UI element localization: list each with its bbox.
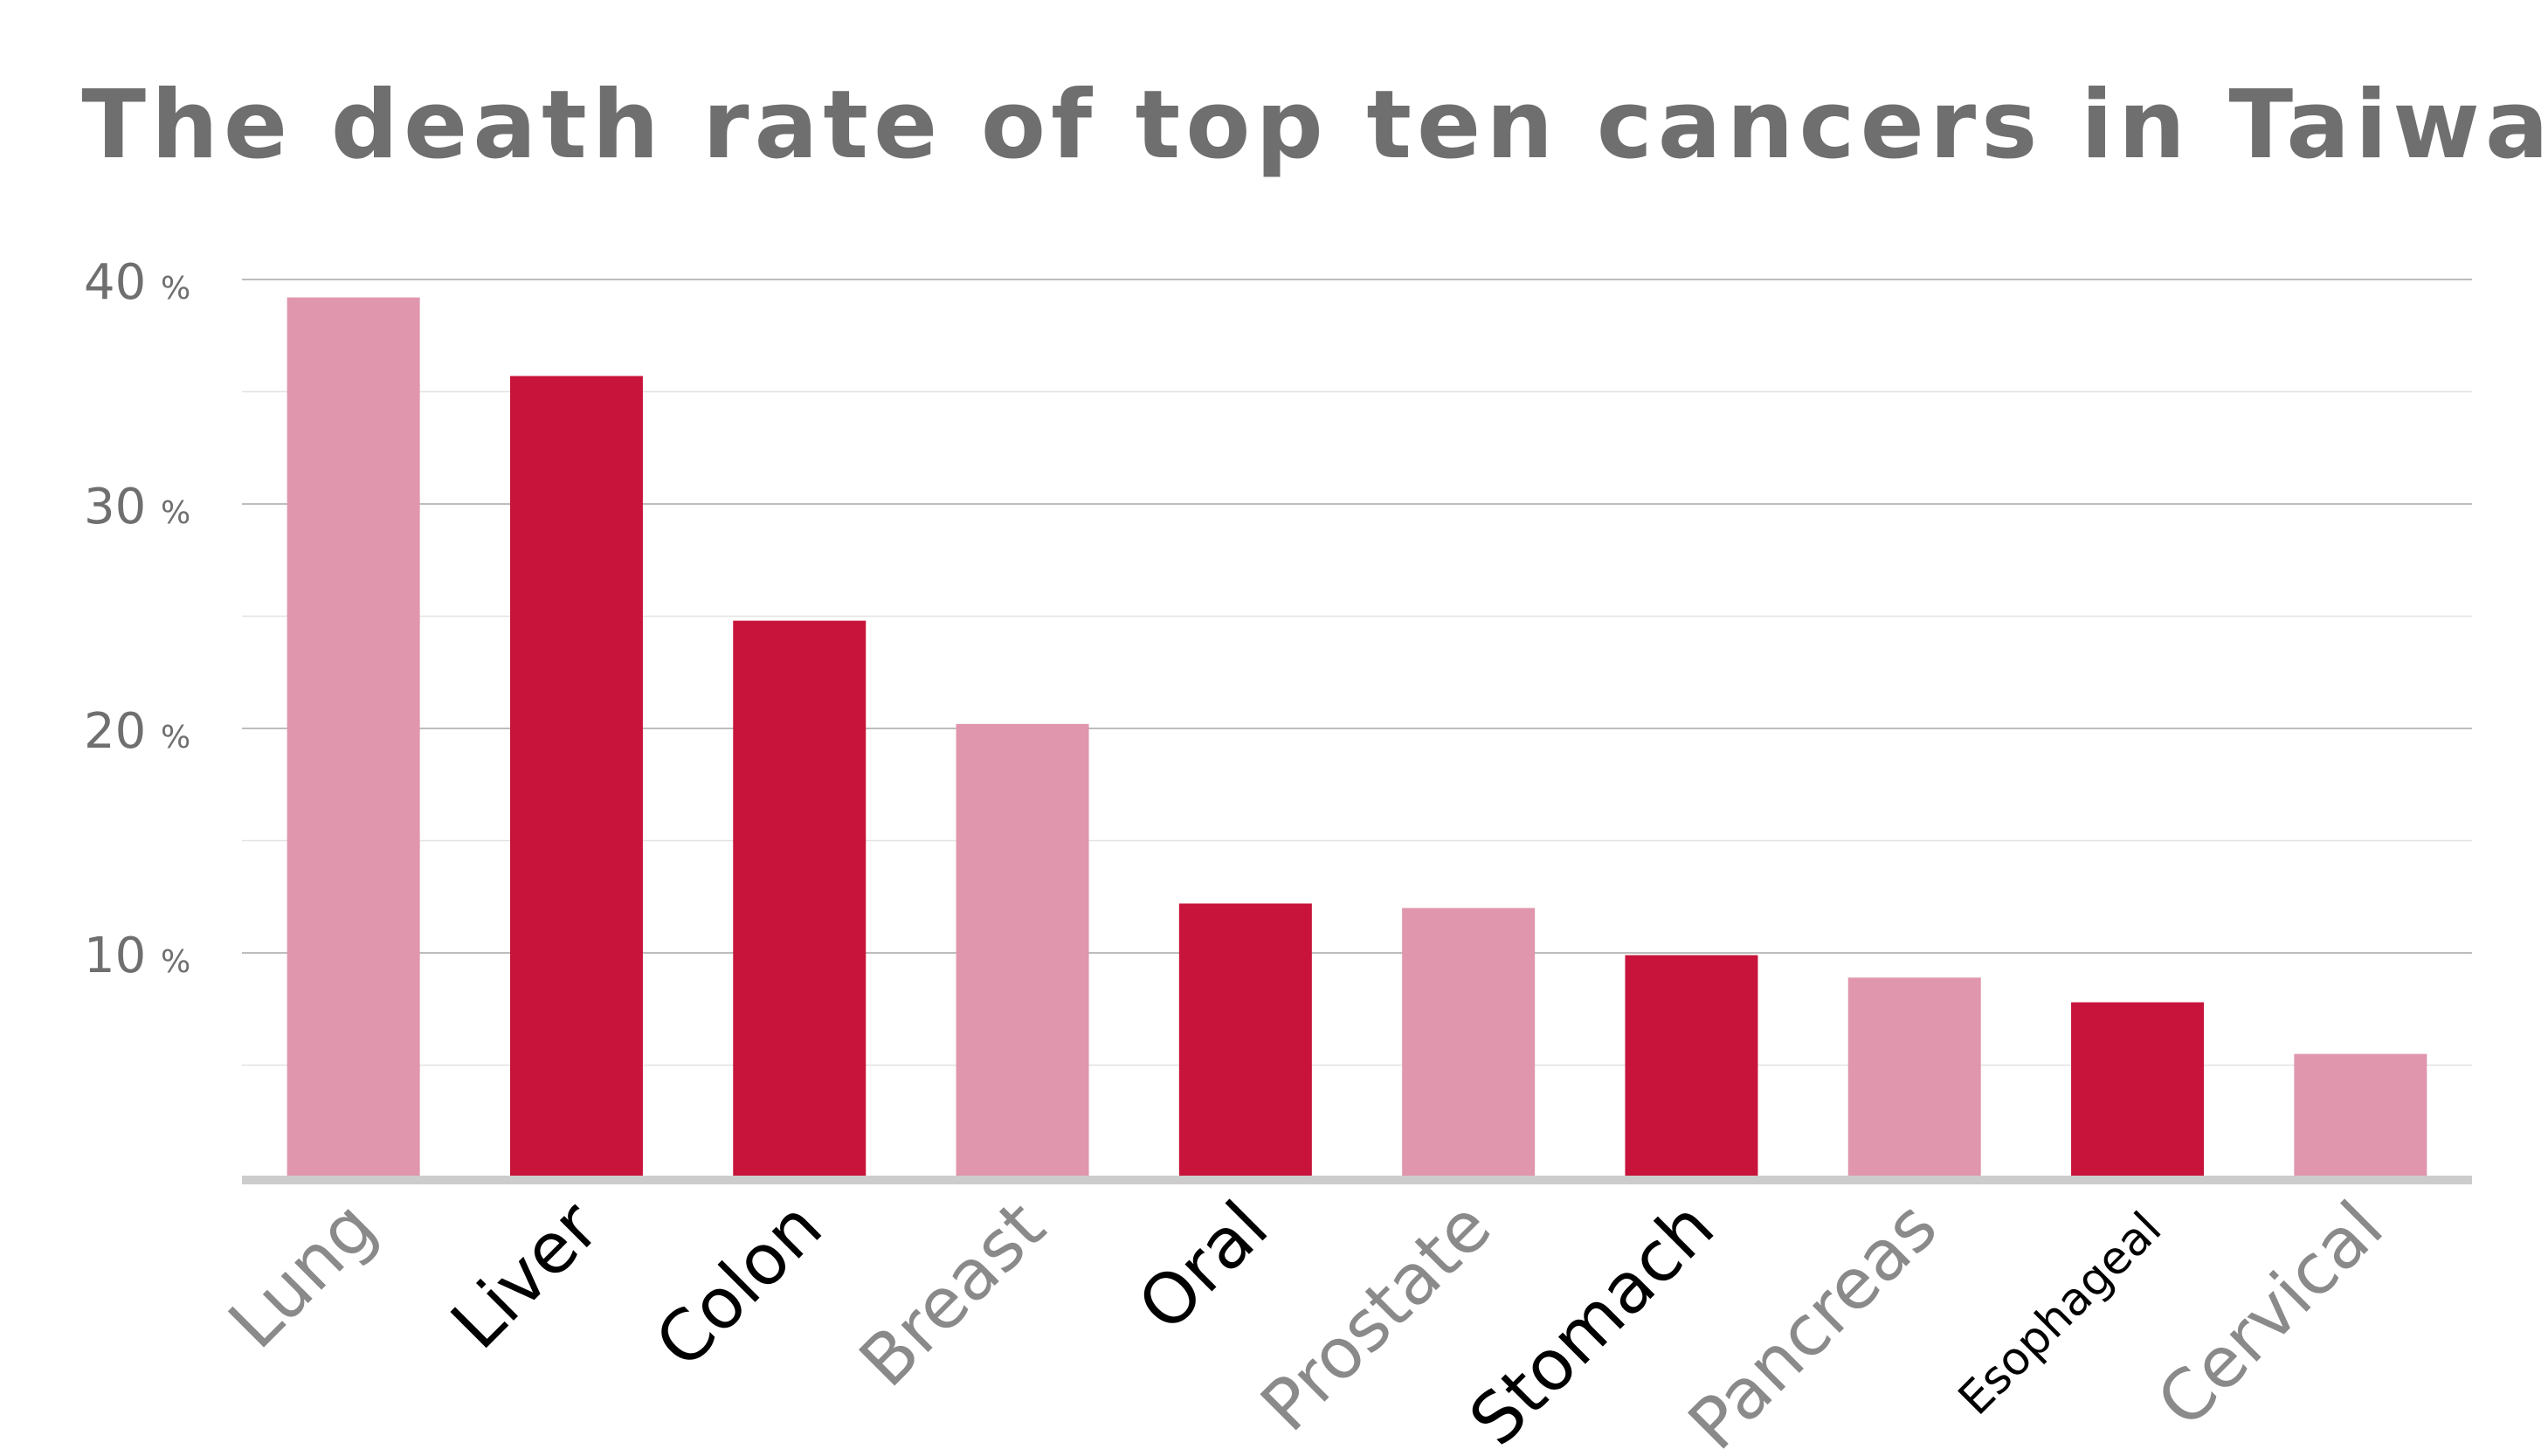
bar-liver (509, 376, 643, 1177)
y-tick-label: 20% (84, 703, 190, 760)
bar-prostate (1402, 907, 1536, 1177)
y-tick-number: 40 (84, 254, 146, 311)
x-tick-label-pancreas: Pancreas (1673, 1186, 1952, 1456)
chart-title: The death rate of top ten cancers in Tai… (81, 71, 2548, 180)
x-tick-label-colon: Colon (640, 1186, 838, 1384)
bar-colon (733, 620, 867, 1177)
y-tick-number: 10 (84, 928, 146, 984)
bar-breast (956, 723, 1089, 1177)
bar-lung (287, 297, 420, 1177)
x-tick-label-oral: Oral (1122, 1186, 1283, 1347)
bar-stomach (1625, 955, 1758, 1177)
y-tick-unit: % (161, 495, 190, 531)
y-tick-number: 20 (84, 703, 146, 760)
x-tick-label-esophageal: Esophageal (1949, 1203, 2172, 1425)
y-tick-unit: % (161, 944, 190, 980)
y-axis: 10 %20 %30 %40% (84, 254, 190, 984)
bar-cervical (2294, 1053, 2427, 1177)
bar-esophageal (2071, 1002, 2205, 1177)
x-axis: Lung Liver Colon Breast OralProstateStomachP… (213, 1176, 2472, 1456)
bars (287, 297, 2427, 1177)
x-tick-label-breast: Breast (844, 1186, 1060, 1403)
y-tick-label: 30% (84, 479, 190, 535)
y-tick-unit: % (161, 271, 190, 307)
y-tick-label: 10% (84, 928, 190, 984)
x-tick-label-cervical: Cervical (2142, 1186, 2399, 1443)
x-tick-label-lung: Lung (213, 1186, 391, 1364)
bar-oral (1178, 903, 1312, 1177)
y-tick-number: 30 (84, 479, 146, 535)
y-tick-unit: % (161, 720, 190, 756)
y-tick-label: 40% (84, 254, 190, 311)
x-tick-label-liver: Liver (436, 1186, 615, 1365)
bar-pancreas (1847, 977, 1981, 1177)
